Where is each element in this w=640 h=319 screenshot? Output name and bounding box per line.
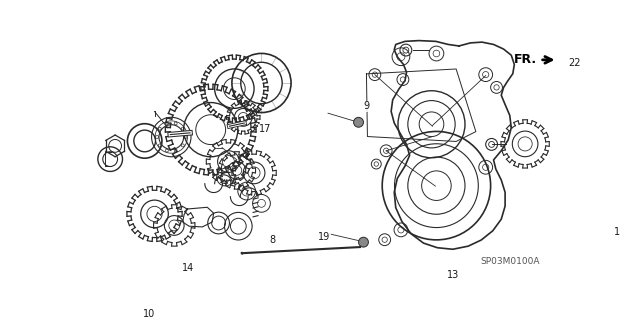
Text: 1: 1 (614, 227, 620, 237)
Text: 22: 22 (568, 58, 580, 68)
Text: SP03M0100A: SP03M0100A (481, 257, 540, 266)
Circle shape (358, 237, 369, 247)
Text: FR.: FR. (515, 53, 538, 66)
Text: 14: 14 (182, 263, 194, 273)
Text: 10: 10 (143, 309, 156, 319)
Circle shape (354, 117, 364, 127)
Text: 19: 19 (318, 232, 330, 242)
Text: 8: 8 (269, 235, 276, 245)
Text: 9: 9 (364, 101, 369, 111)
Text: 13: 13 (447, 271, 459, 280)
Text: 17: 17 (259, 124, 271, 134)
